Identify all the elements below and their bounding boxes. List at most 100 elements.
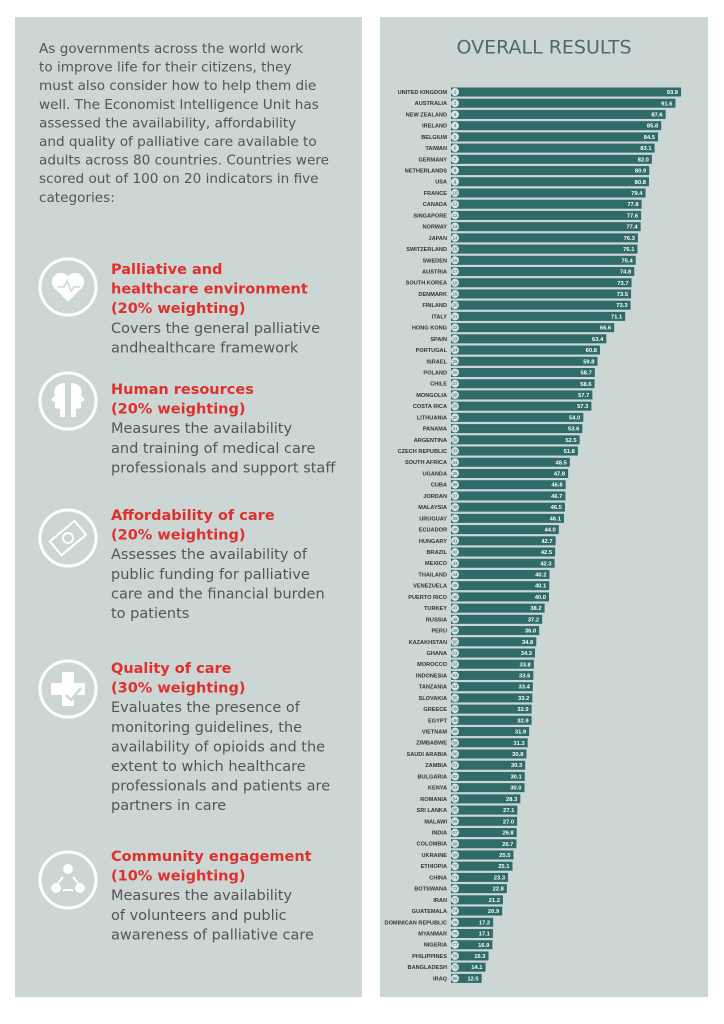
rank-label: 2 <box>454 101 457 106</box>
rank-badge <box>451 850 459 859</box>
rank-badge <box>451 458 459 467</box>
intro-line: well. The Economist Intelligence Unit ha… <box>39 97 319 113</box>
bar <box>451 222 641 232</box>
rank-badge <box>451 525 459 534</box>
rank-label: 69 <box>452 852 458 857</box>
rank-badge <box>451 413 459 422</box>
rank-label: 51 <box>452 651 458 656</box>
rank-label: =56 <box>451 718 459 723</box>
rank-badge <box>451 402 459 411</box>
rank-label: 3 <box>454 112 457 117</box>
country-label: GHANA <box>426 651 447 657</box>
rank-badge <box>451 626 459 635</box>
country-label: BRAZIL <box>426 550 447 556</box>
rank-badge <box>451 862 459 871</box>
rank-badge <box>451 581 459 590</box>
bar <box>451 592 549 602</box>
rank-badge <box>451 839 459 848</box>
rank-label: 5 <box>454 134 457 139</box>
rank-badge <box>451 233 459 242</box>
rank-badge <box>451 447 459 456</box>
bar <box>451 323 615 333</box>
rank-badge <box>451 828 459 837</box>
bar <box>451 210 642 220</box>
rank-badge <box>451 604 459 613</box>
country-label: MONGOLIA <box>416 393 447 399</box>
rank-badge <box>451 963 459 972</box>
rank-label: 17 <box>452 269 458 274</box>
rank-badge <box>451 110 459 119</box>
value-label: 14.1 <box>471 965 483 971</box>
bar <box>451 412 584 422</box>
rank-label: 4 <box>454 123 457 128</box>
value-label: 25.1 <box>498 864 510 870</box>
section-title: (20% weighting) <box>111 528 246 544</box>
bar <box>451 267 635 277</box>
bar <box>451 424 583 434</box>
rank-label: 58 <box>452 729 458 734</box>
rank-badge <box>451 794 459 803</box>
country-label: MOROCCO <box>417 662 447 668</box>
value-label: 25.5 <box>499 853 511 859</box>
rank-label: 34 <box>452 460 458 465</box>
rank-label: 47 <box>452 606 458 611</box>
bar <box>451 491 566 501</box>
country-label: PERU <box>431 629 447 635</box>
value-label: 40.0 <box>535 595 546 601</box>
rank-label: 23 <box>452 336 458 341</box>
intro-line: must also consider how to help them die <box>39 78 316 94</box>
intro-line: and quality of palliative care available… <box>39 134 317 150</box>
rank-label: 28 <box>452 392 458 397</box>
section-description: Measures the availability <box>111 888 292 904</box>
rank-label: 12 <box>452 213 458 218</box>
country-label: TURKEY <box>424 606 447 612</box>
country-label: GREECE <box>423 707 447 713</box>
bar <box>451 693 533 703</box>
country-label: AUSTRIA <box>422 270 447 276</box>
rank-label: 15 <box>452 247 458 252</box>
bar <box>451 233 638 243</box>
section-description: professionals and support staff <box>111 460 336 476</box>
country-label: AUSTRALIA <box>415 101 447 107</box>
rank-label: 37 <box>452 493 458 498</box>
rank-label: 20 <box>452 303 458 308</box>
bar <box>451 727 530 737</box>
bar <box>451 188 646 198</box>
country-label: SWEDEN <box>422 258 447 264</box>
rank-badge <box>451 177 459 186</box>
bar <box>451 872 509 882</box>
value-label: 46.8 <box>551 483 563 489</box>
rank-label: 40 <box>452 527 458 532</box>
rank-label: 59 <box>452 740 458 745</box>
value-label: 30.3 <box>511 763 523 769</box>
rank-badge <box>451 166 459 175</box>
rank-label: 14 <box>452 235 458 240</box>
bar <box>451 547 556 557</box>
rank-label: 65 <box>452 808 458 813</box>
country-label: NIGERIA <box>424 943 447 949</box>
bar <box>451 345 600 355</box>
value-label: 73.3 <box>616 303 628 309</box>
rank-label: 50 <box>452 639 458 644</box>
rank-badge <box>451 536 459 545</box>
rank-label: 13 <box>452 224 458 229</box>
rank-badge <box>451 671 459 680</box>
rank-badge <box>451 144 459 153</box>
rank-badge <box>451 334 459 343</box>
country-label: ZAMBIA <box>425 763 447 769</box>
bar <box>451 805 518 815</box>
country-label: ITALY <box>432 314 447 320</box>
country-label: ETHIOPIA <box>421 864 447 870</box>
country-label: ISRAEL <box>426 359 447 365</box>
value-label: 40.2 <box>535 572 546 578</box>
value-label: 30.8 <box>512 752 524 758</box>
value-label: 77.8 <box>627 202 639 208</box>
rank-badge <box>451 749 459 758</box>
section-title: (30% weighting) <box>111 681 246 697</box>
value-label: 79.4 <box>631 191 643 197</box>
rank-label: 41 <box>452 538 458 543</box>
country-label: EGYPT <box>428 718 448 724</box>
rank-badge <box>451 491 459 500</box>
rank-badge <box>451 738 459 747</box>
chart-title: OVERALL RESULTS <box>456 37 631 59</box>
